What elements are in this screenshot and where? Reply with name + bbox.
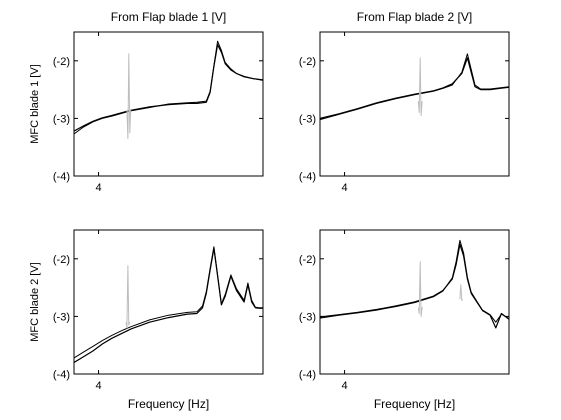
series-line-4 (459, 284, 464, 301)
y-tick-label: (-4) (53, 369, 70, 381)
y-tick-label: (-3) (299, 113, 316, 125)
series-line-3 (417, 261, 423, 317)
y-tick-label: (-3) (299, 311, 316, 323)
y-tick-label: (-3) (53, 113, 70, 125)
x-tick-label: 4 (96, 182, 102, 194)
series-line-2 (320, 53, 509, 121)
y-tick-label: (-2) (299, 56, 316, 68)
x-tick-label: 4 (96, 380, 102, 392)
series-line-1 (320, 57, 509, 119)
series-line-2 (320, 239, 509, 323)
y-tick-label: (-4) (299, 171, 316, 183)
series-line-2 (74, 246, 263, 359)
y-tick-label: (-4) (53, 171, 70, 183)
series-line-2 (74, 40, 263, 135)
subplot-2: (-2) (-3) (-4) 4 From Flap blade 2 [V] (299, 10, 510, 194)
y-tick-label: (-2) (53, 56, 70, 68)
chart-title: From Flap blade 1 [V] (111, 10, 226, 24)
y-axis-label: MFC blade 1 [V] (29, 64, 41, 143)
plot-area (73, 229, 264, 375)
x-tick-label: 4 (342, 380, 348, 392)
y-tick-label: (-4) (299, 369, 316, 381)
series-line-3 (417, 57, 423, 116)
subplot-1: (-2) (-3) (-4) 4 From Flap blade 1 [V] MFC bl… (29, 10, 264, 194)
x-axis-label: Frequency [Hz] (128, 397, 209, 411)
y-axis-label: MFC blade 2 [V] (29, 262, 41, 341)
series-line-3 (126, 53, 132, 140)
x-axis-label: Frequency [Hz] (374, 397, 455, 411)
plot-area (319, 31, 510, 177)
subplot-4: (-2) (-3) (-4) 4 Frequency [Hz] (299, 229, 510, 411)
y-tick-label: (-2) (53, 254, 70, 266)
y-tick-label: (-2) (299, 254, 316, 266)
y-tick-label: (-3) (53, 311, 70, 323)
series-line-3 (125, 265, 131, 329)
x-tick-label: 4 (342, 182, 348, 194)
subplot-3: (-2) (-3) (-4) 4 Frequency [Hz] MFC blade 2 [… (29, 229, 264, 411)
chart-title: From Flap blade 2 [V] (357, 10, 472, 24)
